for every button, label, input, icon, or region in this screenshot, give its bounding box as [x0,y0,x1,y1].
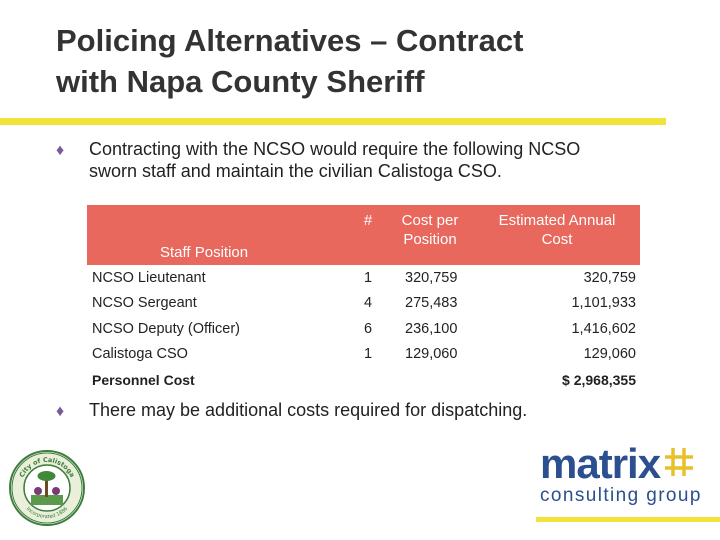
cell-cost: 275,483 [405,295,458,312]
header-estimated-annual-cost: Estimated Annual Cost [474,205,640,265]
table-row: Calistoga CSO 1 129,060 129,060 [87,342,640,368]
cell-position: Calistoga CSO [92,346,188,363]
diamond-bullet-icon: ♦ [56,142,65,159]
cell-annual: 129,060 [583,346,636,363]
logo-accent-bar [536,517,720,522]
table-header-row: Staff Position # Cost per Position Estim… [87,205,640,265]
cell-count: 1 [363,269,373,286]
diamond-bullet-icon: ♦ [56,403,65,420]
cell-cost: 129,060 [405,346,458,363]
bullet-dispatching-text: There may be additional costs required f… [89,400,528,420]
header-count: # [350,205,386,265]
staff-cost-table: Staff Position # Cost per Position Estim… [87,205,640,393]
cell-position: NCSO Sergeant [92,295,197,312]
cell-cost: 320,759 [405,269,458,286]
matrix-logo-word: matrix [540,440,661,487]
bullet-contracting-line2: sworn staff and maintain the civilian Ca… [89,161,502,181]
slide-title-line2: with Napa County Sheriff [56,64,425,99]
total-value: $ 2,968,355 [562,371,636,388]
cell-annual: 1,101,933 [571,295,636,312]
slide-title-line1: Policing Alternatives – Contract [56,23,524,58]
slide-title: Policing Alternatives – Contract with Na… [56,20,523,102]
header-cost-per-position: Cost per Position [386,205,474,265]
cell-annual: 1,416,602 [571,320,636,337]
table-row: NCSO Deputy (Officer) 6 236,100 1,416,60… [87,316,640,342]
matrix-consulting-logo: matrix consulting group [540,441,702,507]
city-seal-logo: City of Calistoga Incorporated 1886 [9,450,85,526]
cell-position: NCSO Deputy (Officer) [92,320,240,337]
cell-position: NCSO Lieutenant [92,269,206,286]
matrix-logo-subtitle: consulting group [540,485,702,506]
matrix-hash-icon [665,448,694,476]
cell-cost: 236,100 [405,320,458,337]
cell-annual: 320,759 [583,269,636,286]
cell-count: 4 [363,295,373,312]
cell-count: 1 [363,346,373,363]
table-row: NCSO Lieutenant 1 320,759 320,759 [87,265,640,291]
table-total-row: Personnel Cost $ 2,968,355 [87,367,640,393]
header-staff-position: Staff Position [87,205,350,265]
table-row: NCSO Sergeant 4 275,483 1,101,933 [87,291,640,317]
total-label: Personnel Cost [92,371,195,388]
title-divider [0,118,666,125]
bullet-contracting-line1: Contracting with the NCSO would require … [89,139,581,159]
cell-count: 6 [363,320,373,337]
